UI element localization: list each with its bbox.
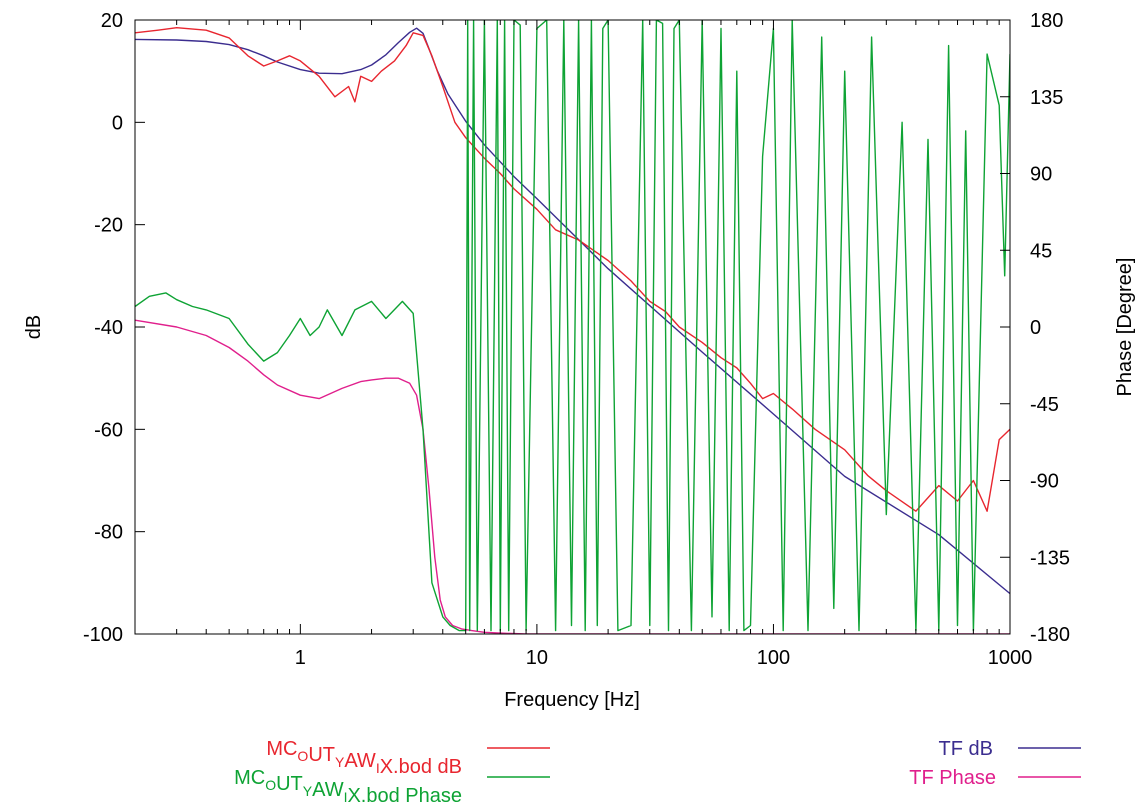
legend-subscript: I xyxy=(344,789,348,803)
series-layer xyxy=(135,20,1010,634)
y-axis-title: dB xyxy=(23,315,45,339)
legend-subscript: I xyxy=(376,760,380,776)
legend-label-1: MCOUTYAWIX.bod Phase xyxy=(234,767,462,803)
legend-text: MC xyxy=(266,738,297,760)
y-tick-label: -100 xyxy=(83,624,123,646)
legend-text: TF Phase xyxy=(909,767,996,789)
y2-tick-label: 45 xyxy=(1030,240,1052,262)
legend-subscript: Y xyxy=(335,754,345,770)
x-tick-label: 1000 xyxy=(988,647,1033,669)
legend-label-2: TF dB xyxy=(939,738,993,760)
y-tick-label: 20 xyxy=(101,10,123,32)
legend-text: X.bod dB xyxy=(380,756,462,778)
y2-tick-label: -45 xyxy=(1030,394,1059,416)
legend-text: UT xyxy=(276,773,303,795)
legend-label-3: TF Phase xyxy=(909,767,996,789)
y-tick-label: -40 xyxy=(94,317,123,339)
y2-tick-label: -135 xyxy=(1030,547,1070,569)
legend-label-0: MCOUTYAWIX.bod dB xyxy=(266,738,462,778)
x-tick-label: 10 xyxy=(526,647,548,669)
x-tick-label: 100 xyxy=(757,647,790,669)
y2-tick-label: 180 xyxy=(1030,10,1063,32)
legend-subscript: O xyxy=(297,748,308,764)
y2-tick-label: 0 xyxy=(1030,317,1041,339)
y2-tick-label: 90 xyxy=(1030,164,1052,186)
legend-text: AW xyxy=(312,779,344,801)
legend-text: MC xyxy=(234,767,265,789)
legend-text: AW xyxy=(344,750,376,772)
series-line-1 xyxy=(135,20,1010,632)
x-tick-label: 1 xyxy=(295,647,306,669)
y2-tick-label: 135 xyxy=(1030,87,1063,109)
legend-subscript: Y xyxy=(303,783,313,799)
legend-text: TF dB xyxy=(939,738,993,760)
x-axis-title: Frequency [Hz] xyxy=(504,689,640,711)
y2-tick-label: -90 xyxy=(1030,471,1059,493)
legend-text: X.bod Phase xyxy=(347,785,462,803)
y2-tick-label: -180 xyxy=(1030,624,1070,646)
y-tick-label: -20 xyxy=(94,215,123,237)
y-tick-label: -60 xyxy=(94,419,123,441)
legend-subscript: O xyxy=(265,777,276,793)
y-tick-label: 0 xyxy=(112,112,123,134)
axis-layer: 1 10 100 1000 20 0 -20 -40 -60 -80 -100 180 135 90 45 0… xyxy=(83,10,1070,669)
series-line-2 xyxy=(135,27,1010,595)
legend-text: UT xyxy=(308,744,335,766)
y-tick-label: -80 xyxy=(94,522,123,544)
series-line-0 xyxy=(135,27,1010,512)
y2-axis-title: Phase [Degree] xyxy=(1114,258,1136,397)
